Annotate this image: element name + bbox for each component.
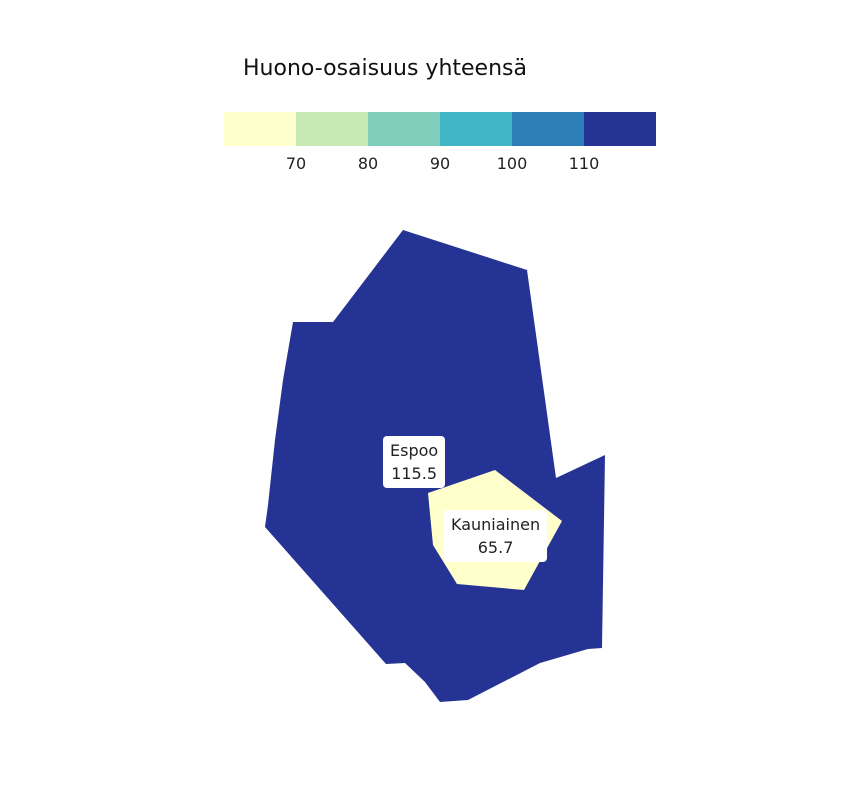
region-label-espoo: Espoo 115.5: [383, 436, 446, 488]
region-value: 65.7: [477, 538, 514, 557]
legend-swatch: [584, 112, 656, 146]
legend-title: Huono-osaisuus yhteensä: [243, 56, 527, 81]
legend-tick-label: 100: [496, 154, 528, 173]
legend-tick-label: 70: [285, 154, 307, 173]
legend-tick-label: 110: [568, 154, 600, 173]
legend-tick-label: 90: [429, 154, 451, 173]
legend-swatch: [440, 112, 512, 146]
region-name: Espoo: [390, 441, 439, 460]
region-label-kauniainen: Kauniainen 65.7: [444, 510, 548, 562]
legend-tick-label: 80: [357, 154, 379, 173]
region-value: 115.5: [391, 464, 437, 483]
legend-swatch: [512, 112, 584, 146]
legend-swatch: [368, 112, 440, 146]
region-name: Kauniainen: [451, 515, 541, 534]
legend-swatch: [296, 112, 368, 146]
legend-colorbar: [224, 112, 656, 146]
legend-swatch: [224, 112, 296, 146]
